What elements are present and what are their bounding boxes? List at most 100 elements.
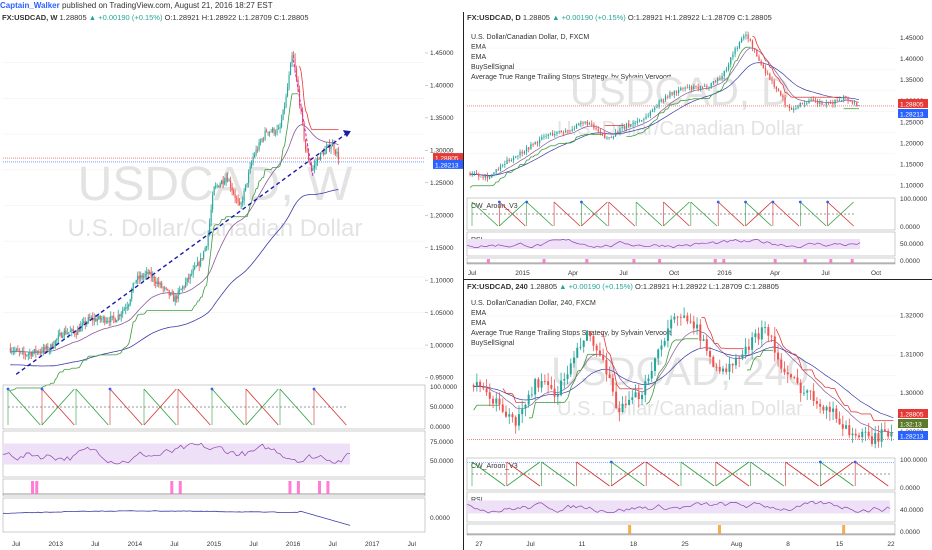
pane-divider-horizontal[interactable] xyxy=(463,279,932,280)
daily-time-tick: 2015 xyxy=(515,270,530,277)
daily-legend-atr[interactable]: Average True Range Trailing Stops Strate… xyxy=(471,74,672,81)
weekly-candle-body xyxy=(71,329,73,332)
h4-candle-body xyxy=(673,316,676,320)
daily-atr-stop xyxy=(554,143,558,147)
weekly-candle-body xyxy=(312,168,314,170)
h4-legend-atr[interactable]: Average True Range Trailing Stops Strate… xyxy=(471,330,672,337)
weekly-aroon-dot xyxy=(312,387,316,391)
weekly-candle-body xyxy=(194,266,196,270)
daily-symbol[interactable]: FX:USDCAD, D xyxy=(467,13,521,22)
h4-candle-body xyxy=(744,346,747,355)
h4-candle-body xyxy=(890,432,893,437)
weekly-trend-arrowhead xyxy=(342,130,351,138)
weekly-symbol[interactable]: FX:USDCAD, W xyxy=(2,13,58,22)
weekly-candle-body xyxy=(84,321,86,325)
weekly-atr-stop xyxy=(270,167,273,170)
daily-atr-stop xyxy=(776,76,779,79)
weekly-candle-body xyxy=(272,128,274,132)
daily-legend-buysell[interactable]: BuySellSignal xyxy=(471,64,515,71)
h4-candle-body xyxy=(721,368,724,372)
daily-candle-body xyxy=(756,49,758,57)
weekly-candle-body xyxy=(30,352,32,356)
daily-time-tick: Jul xyxy=(619,270,628,277)
weekly-candle-body xyxy=(125,308,127,309)
h4-candle-body xyxy=(696,324,699,329)
h4-candle-body xyxy=(579,346,582,348)
daily-atr-stop xyxy=(743,46,747,50)
daily-candle-body xyxy=(675,91,678,93)
author-link[interactable]: Captain_Walker xyxy=(0,1,60,10)
weekly-price-tick-label: 1.25000 xyxy=(430,180,454,187)
h4-candle-body xyxy=(641,394,644,400)
h4-legend-ema-1[interactable]: EMA xyxy=(471,310,487,317)
daily-time-tick: Jul xyxy=(468,270,477,277)
weekly-atr-stop xyxy=(201,290,205,298)
weekly-atr-stop xyxy=(192,305,196,309)
h4-atr-stop xyxy=(681,338,686,341)
weekly-atr-stop xyxy=(125,345,128,348)
weekly-aroon-dot xyxy=(6,387,10,391)
h4-title[interactable]: U.S. Dollar/Canadian Dollar, 240, FXCM xyxy=(471,300,596,307)
weekly-candle-body xyxy=(267,131,269,134)
h4-atr-stop xyxy=(779,336,784,346)
h4-legend-buysell[interactable]: BuySellSignal xyxy=(471,340,515,347)
daily-atr-stop xyxy=(658,112,662,114)
h4-candle-body xyxy=(602,355,605,360)
daily-atr-stop xyxy=(532,154,536,158)
daily-aroon-label[interactable]: CW_Aroon_V3 xyxy=(471,203,518,210)
daily-price-tick-label: 1.35000 xyxy=(900,77,924,84)
daily-signal-bar xyxy=(542,259,546,263)
pane-divider-vertical[interactable] xyxy=(463,12,464,550)
weekly-candle-body xyxy=(117,314,119,321)
daily-atr-stop xyxy=(524,159,527,165)
weekly-candle-body xyxy=(321,152,323,154)
h4-candle-body xyxy=(786,372,789,375)
h4-candle-body xyxy=(806,390,809,393)
daily-legend-ema-1[interactable]: EMA xyxy=(471,44,487,51)
weekly-time-tick: 2015 xyxy=(207,541,222,548)
weekly-high: H:1.28922 xyxy=(201,13,237,22)
weekly-candle-body xyxy=(337,151,340,160)
weekly-candle-body xyxy=(325,146,328,150)
h4-atr-stop xyxy=(567,386,572,398)
h4-legend-ema-2[interactable]: EMA xyxy=(471,320,487,327)
h4-time-tick: Jul xyxy=(526,541,535,548)
daily-legend-ema-2[interactable]: EMA xyxy=(471,54,487,61)
h4-aroon-label[interactable]: CW_Aroon_V3 xyxy=(471,463,518,470)
daily-signal-frame xyxy=(466,257,896,265)
weekly-aroon-dot xyxy=(210,387,214,391)
weekly-candle-body xyxy=(159,282,161,285)
daily-candle-body xyxy=(641,120,643,121)
daily-title[interactable]: U.S. Dollar/Canadian Dollar, D, FXCM xyxy=(471,34,590,41)
daily-atr-stop xyxy=(786,92,790,96)
h4-atr-stop xyxy=(502,388,507,394)
weekly-signal-bar xyxy=(31,481,35,494)
h4-candle-body xyxy=(741,354,744,359)
weekly-atr-stop xyxy=(55,377,58,380)
daily-aroon-dot xyxy=(771,200,775,204)
h4-ema-fast xyxy=(473,330,894,433)
daily-candle-body xyxy=(554,133,556,136)
h4-countdown-label-bg xyxy=(898,419,928,428)
weekly-atr-stop xyxy=(300,71,303,84)
weekly-candle-body xyxy=(38,351,40,353)
weekly-atr-stop xyxy=(135,314,139,320)
h4-symbol[interactable]: FX:USDCAD, 240 xyxy=(467,282,528,291)
h4-candle-body xyxy=(666,328,669,341)
daily-atr-stop xyxy=(671,103,675,106)
weekly-candle-body xyxy=(53,346,55,349)
weekly-candle-body xyxy=(119,314,121,317)
h4-atr-stop xyxy=(655,372,660,382)
daily-atr-stop xyxy=(548,145,551,148)
daily-candle-body xyxy=(599,131,602,133)
h4-signal-bar xyxy=(842,525,846,534)
weekly-candle-body xyxy=(132,283,134,291)
h4-candle-body xyxy=(634,392,637,398)
daily-atr-stop xyxy=(782,84,786,93)
weekly-aroon-tick: 50.0000 xyxy=(430,404,454,411)
weekly-candle-body xyxy=(180,288,182,290)
h4-atr-stop xyxy=(645,401,650,405)
daily-candle-body xyxy=(799,103,801,107)
h4-candle-body xyxy=(751,337,754,350)
